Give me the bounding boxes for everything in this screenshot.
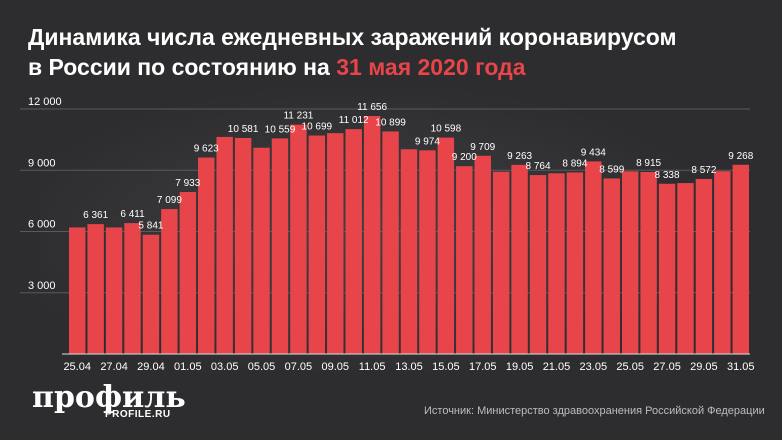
data-label: 11 656 <box>357 102 387 113</box>
x-tick-label: 17.05 <box>469 361 497 373</box>
data-label: 5 841 <box>138 221 163 232</box>
data-label: 8 572 <box>691 165 716 176</box>
bar <box>271 138 289 354</box>
x-tick-label: 07.05 <box>285 361 313 373</box>
x-tick-label: 09.05 <box>322 361 350 373</box>
bar <box>492 171 510 354</box>
data-label: 8 894 <box>562 158 587 169</box>
chart-title-line2-prefix: в России по состоянию на <box>28 54 337 80</box>
bar <box>621 171 639 354</box>
bar <box>142 234 160 354</box>
bar <box>345 129 362 354</box>
x-tick-label: 15.05 <box>432 361 460 373</box>
bar <box>105 227 123 354</box>
data-label: 11 231 <box>283 111 313 122</box>
data-label: 10 699 <box>302 122 333 133</box>
bar <box>161 209 178 354</box>
bar <box>290 124 307 355</box>
bar <box>308 135 326 354</box>
bar <box>566 172 584 354</box>
data-label: 6 361 <box>83 210 108 221</box>
bar <box>677 183 694 354</box>
bar <box>695 178 713 354</box>
data-label: 10 598 <box>431 124 462 135</box>
x-tick-label: 27.04 <box>100 361 128 373</box>
data-label: 9 263 <box>507 151 532 162</box>
chart-title: Динамика числа ежедневных заражений коро… <box>28 22 768 82</box>
x-tick-label: 21.05 <box>543 361 571 373</box>
data-label: 11 012 <box>339 115 369 126</box>
data-label: 10 559 <box>265 124 296 135</box>
data-label: 8 764 <box>526 161 551 172</box>
data-label: 9 434 <box>581 147 606 158</box>
bar <box>548 173 565 354</box>
source-note: Источник: Министерство здравоохранения Р… <box>424 405 765 417</box>
data-label: 10 899 <box>375 117 406 128</box>
data-label: 8 599 <box>599 164 624 175</box>
x-tick-label: 01.05 <box>174 361 202 373</box>
y-tick-label: 3 000 <box>28 280 56 292</box>
x-tick-label: 23.05 <box>580 361 608 373</box>
y-tick-label: 12 000 <box>28 96 62 108</box>
bar <box>363 116 381 354</box>
data-label: 8 338 <box>655 170 680 181</box>
data-label: 8 915 <box>636 158 661 169</box>
bar <box>400 149 418 354</box>
russia-map-background <box>40 70 760 370</box>
x-tick-label: 25.05 <box>616 361 644 373</box>
bar <box>456 166 473 354</box>
bar <box>87 224 104 354</box>
data-label: 7 099 <box>157 195 182 206</box>
bar <box>179 192 197 354</box>
data-label: 6 411 <box>120 209 145 220</box>
x-tick-label: 19.05 <box>506 361 534 373</box>
bar <box>234 137 252 354</box>
profil-logo: профиль <box>32 380 186 415</box>
bar <box>198 157 215 354</box>
x-tick-label: 27.05 <box>653 361 681 373</box>
bar <box>658 183 676 354</box>
y-tick-label: 9 000 <box>28 157 56 169</box>
bar <box>511 164 528 354</box>
bar <box>124 223 141 354</box>
data-label: 10 581 <box>228 124 259 135</box>
data-label: 9 974 <box>415 136 440 147</box>
data-label: 7 933 <box>175 178 200 189</box>
bar <box>474 155 491 354</box>
y-tick-label: 6 000 <box>28 219 56 231</box>
x-tick-label: 13.05 <box>395 361 423 373</box>
data-label: 9 623 <box>194 144 219 155</box>
bar <box>69 227 86 354</box>
x-tick-label: 31.05 <box>727 361 755 373</box>
bar <box>732 164 749 354</box>
data-label: 9 268 <box>728 151 753 162</box>
chart-title-date: 31 мая 2020 года <box>336 54 526 80</box>
data-label: 9 709 <box>470 142 495 153</box>
bar <box>327 133 344 354</box>
x-tick-label: 29.04 <box>137 361 165 373</box>
bar <box>382 131 399 354</box>
data-label: 9 200 <box>452 152 477 163</box>
profil-logo-url: PROFILE.RU <box>105 409 171 420</box>
x-tick-label: 29.05 <box>690 361 718 373</box>
bar <box>216 136 233 354</box>
bar <box>714 171 731 354</box>
bar <box>603 178 620 354</box>
chart-title-line1: Динамика числа ежедневных заражений коро… <box>28 24 677 50</box>
bar <box>529 175 547 354</box>
bar <box>585 161 602 354</box>
chart-title-line2: в России по состоянию на 31 мая 2020 год… <box>28 52 768 82</box>
x-tick-label: 05.05 <box>248 361 276 373</box>
bar <box>437 137 455 354</box>
bar <box>419 150 436 354</box>
x-tick-label: 03.05 <box>211 361 239 373</box>
x-tick-label: 25.04 <box>63 361 91 373</box>
bar <box>640 171 657 354</box>
bar <box>253 147 270 354</box>
x-tick-label: 11.05 <box>359 361 386 373</box>
